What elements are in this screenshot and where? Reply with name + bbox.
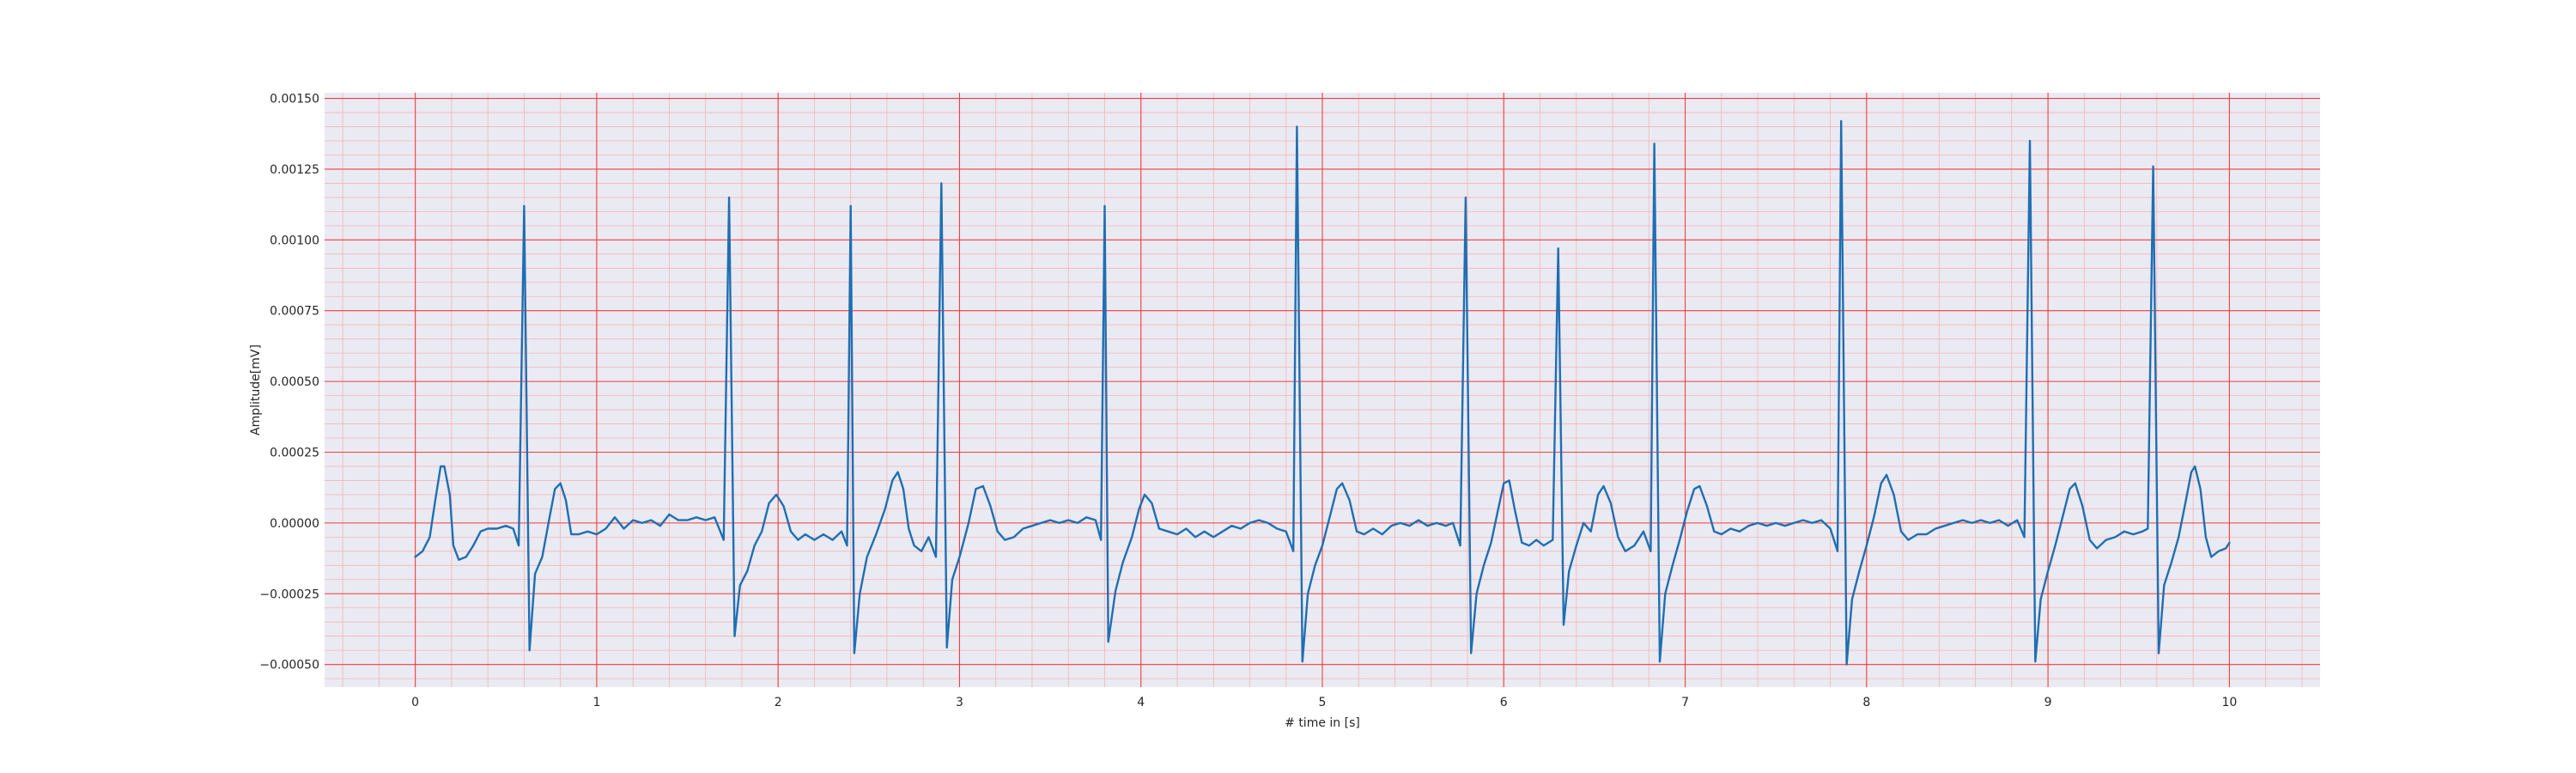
y-tick-label: 0.00100 [270,234,319,247]
x-tick-label: 4 [1137,696,1145,709]
x-tick-label: 2 [775,696,782,709]
y-tick-label: 0.00025 [270,446,319,460]
y-tick-label: 0.00125 [270,163,319,177]
x-tick-label: 6 [1500,696,1508,709]
x-tick-label: 8 [1862,696,1870,709]
x-tick-label: 1 [592,696,600,709]
y-tick-label: −0.00025 [259,587,319,601]
y-tick-label: 0.00050 [270,375,319,389]
x-tick-label: 10 [2221,696,2237,709]
y-tick-labels: −0.00050 −0.00025 0.00000 0.00025 0.00050 0.0… [259,93,319,673]
series-group [414,119,2231,666]
x-tick-label: 7 [1681,696,1689,709]
x-tick-label: 5 [1319,696,1327,709]
x-tick-label: 0 [411,696,419,709]
y-tick-label: 0.00000 [270,517,319,531]
x-tick-label: 9 [2044,696,2052,709]
y-tick-label: 0.00075 [270,305,319,319]
y-tick-label: 0.00150 [270,93,319,107]
ecg-series-line [414,119,2231,666]
x-tick-label: 3 [956,696,963,709]
y-tick-label: −0.00050 [259,659,319,673]
x-tick-labels: 0 1 2 3 4 5 6 7 8 9 10 [411,696,2237,709]
y-axis-label: Amplitude[mV] [249,344,263,435]
x-axis-label: # time in [s] [1285,716,1360,730]
major-grid [325,93,2320,687]
